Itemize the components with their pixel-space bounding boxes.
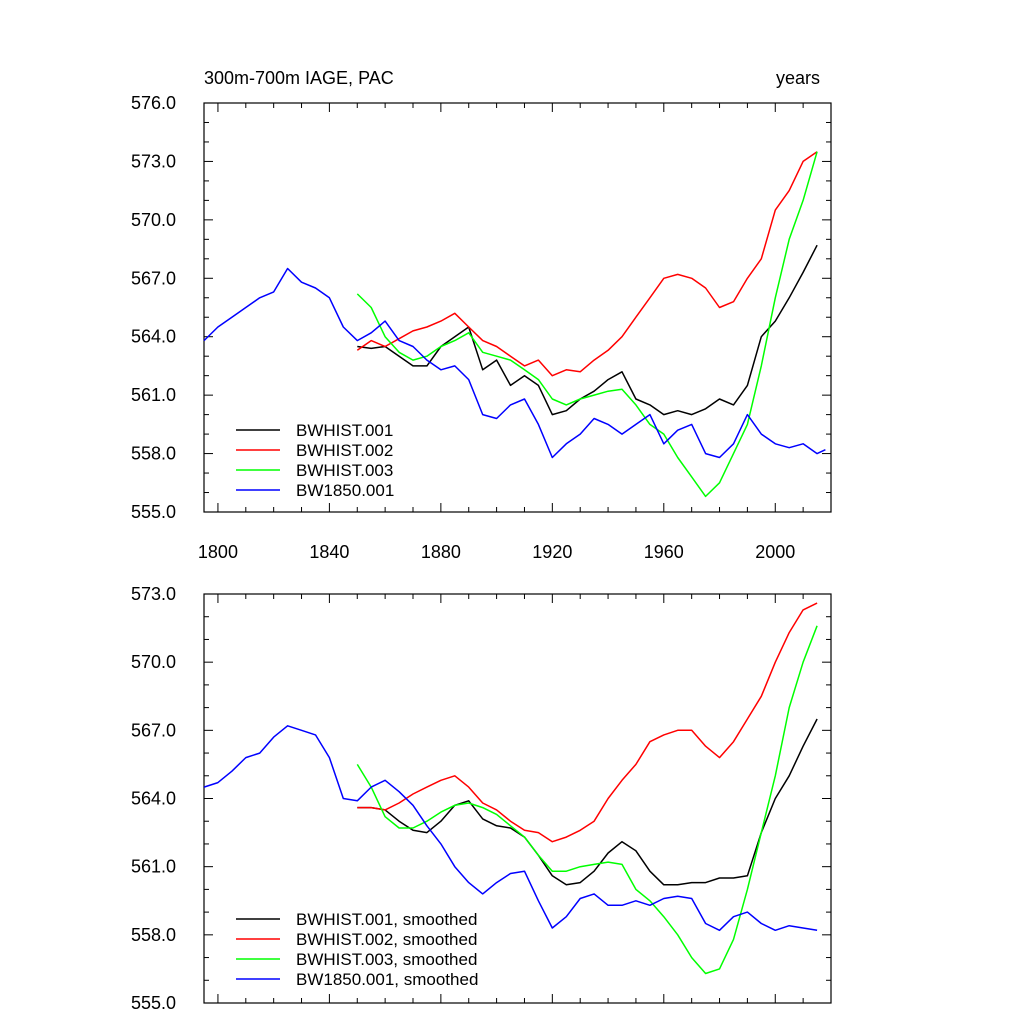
series-line-bwhist-001 bbox=[357, 244, 818, 416]
y-tick-label: 564.0 bbox=[131, 789, 176, 809]
y-tick-label: 555.0 bbox=[131, 993, 176, 1013]
top-y-tick-labels: 555.0 558.0 561.0 564.0 567.0 570.0 573.0 576.0 bbox=[131, 93, 176, 522]
legend-label-bwhist-003-smoothed: BWHIST.003, smoothed bbox=[296, 950, 477, 969]
y-tick-label: 567.0 bbox=[131, 720, 176, 740]
series-line-bw1850-001-smoothed bbox=[203, 725, 818, 932]
series-line-bwhist-002 bbox=[356, 151, 818, 377]
x-tick-label: 1960 bbox=[644, 542, 684, 562]
series-line-bwhist-003 bbox=[356, 151, 818, 498]
x-tick-label: 1880 bbox=[421, 542, 461, 562]
y-tick-label: 576.0 bbox=[131, 93, 176, 113]
x-tick-label: 1800 bbox=[198, 542, 238, 562]
legend-label-bw1850-001-smoothed: BW1850.001, smoothed bbox=[296, 970, 478, 989]
x-tick-label: 2000 bbox=[755, 542, 795, 562]
series-line-bwhist-002-smoothed bbox=[357, 602, 818, 843]
top-axis-ticks bbox=[204, 102, 832, 513]
top-panel: 300m-700m IAGE, PAC years 555.0 558.0 561.… bbox=[131, 68, 832, 562]
x-tick-label: 1920 bbox=[532, 542, 572, 562]
y-tick-label: 567.0 bbox=[131, 268, 176, 288]
bottom-panel: 555.0 558.0 561.0 564.0 567.0 570.0 573.0 BWHI… bbox=[131, 584, 832, 1013]
bottom-axis-ticks bbox=[204, 593, 832, 1004]
legend-label-bwhist-001-smoothed: BWHIST.001, smoothed bbox=[296, 910, 477, 929]
top-series-lines bbox=[203, 151, 826, 498]
top-panel-units: years bbox=[776, 68, 820, 88]
legend-label-bw1850-001: BW1850.001 bbox=[296, 481, 394, 500]
y-tick-label: 573.0 bbox=[131, 584, 176, 604]
series-line-bw1850-001 bbox=[203, 267, 826, 459]
legend-label-bwhist-001: BWHIST.001 bbox=[296, 421, 393, 440]
y-tick-label: 570.0 bbox=[131, 652, 176, 672]
legend-label-bwhist-002-smoothed: BWHIST.002, smoothed bbox=[296, 930, 477, 949]
top-plot-frame bbox=[203, 102, 832, 513]
top-panel-title: 300m-700m IAGE, PAC bbox=[204, 68, 394, 88]
y-tick-label: 558.0 bbox=[131, 444, 176, 464]
y-tick-label: 561.0 bbox=[131, 385, 176, 405]
y-tick-label: 561.0 bbox=[131, 857, 176, 877]
y-tick-label: 558.0 bbox=[131, 925, 176, 945]
bottom-y-tick-labels: 555.0 558.0 561.0 564.0 567.0 570.0 573.0 bbox=[131, 584, 176, 1013]
y-tick-label: 555.0 bbox=[131, 502, 176, 522]
x-tick-label: 1840 bbox=[309, 542, 349, 562]
legend-label-bwhist-003: BWHIST.003 bbox=[296, 461, 393, 480]
top-x-tick-labels: 1800 1840 1880 1920 1960 2000 bbox=[198, 542, 795, 562]
y-tick-label: 570.0 bbox=[131, 210, 176, 230]
series-line-bwhist-001-smoothed bbox=[357, 718, 818, 886]
legend-label-bwhist-002: BWHIST.002 bbox=[296, 441, 393, 460]
y-tick-label: 564.0 bbox=[131, 327, 176, 347]
y-tick-label: 573.0 bbox=[131, 151, 176, 171]
bottom-series-lines bbox=[203, 602, 818, 975]
